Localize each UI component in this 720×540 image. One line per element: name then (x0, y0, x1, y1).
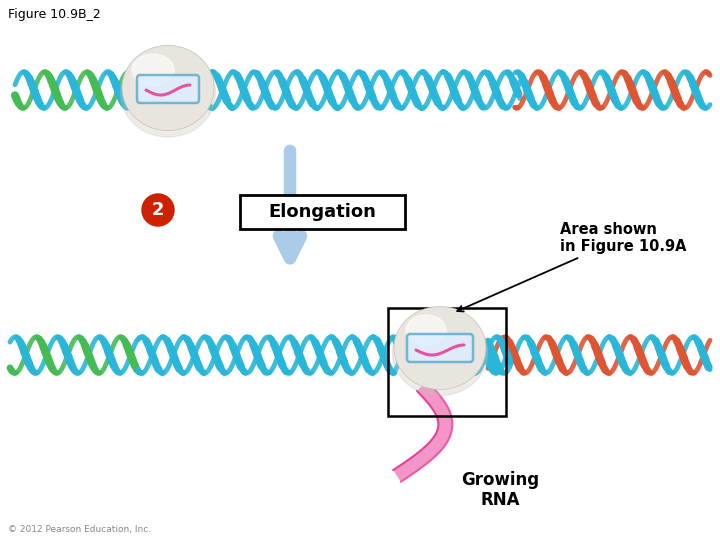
Ellipse shape (120, 49, 215, 137)
Text: 2: 2 (152, 201, 164, 219)
FancyBboxPatch shape (137, 75, 199, 103)
Ellipse shape (406, 315, 446, 345)
Ellipse shape (392, 310, 487, 395)
Text: Figure 10.9B_2: Figure 10.9B_2 (8, 8, 101, 21)
Ellipse shape (122, 45, 214, 131)
Circle shape (142, 194, 174, 226)
Text: Area shown
in Figure 10.9A: Area shown in Figure 10.9A (457, 222, 686, 312)
Polygon shape (393, 381, 452, 482)
Text: Elongation: Elongation (269, 203, 377, 221)
Text: © 2012 Pearson Education, Inc.: © 2012 Pearson Education, Inc. (8, 525, 151, 534)
Ellipse shape (394, 307, 486, 389)
Bar (388, 308, 506, 416)
FancyBboxPatch shape (407, 334, 473, 362)
Text: Growing
RNA: Growing RNA (461, 470, 539, 509)
Bar (240, 195, 405, 229)
Ellipse shape (132, 54, 174, 86)
